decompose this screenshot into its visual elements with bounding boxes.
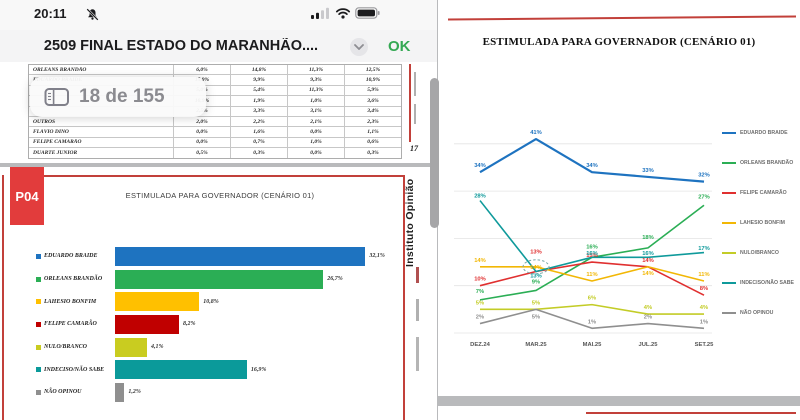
svg-text:5%: 5% <box>476 300 484 306</box>
svg-text:14%: 14% <box>642 258 654 264</box>
bar-chart-rows: EDUARDO BRAIDE 32,1% ORLEANS BRANDÃO 26,7% L… <box>30 245 430 404</box>
svg-text:MAI.25: MAI.25 <box>583 342 602 348</box>
line-chart-legend: EDUARDO BRAIDE ORLEANS BRANDÃO FELIPE CAMA… <box>722 118 794 328</box>
page-indicator-label: 18 de 155 <box>79 86 165 107</box>
bar-row: FELIPE CAMARÃO 8,2% <box>30 313 430 336</box>
legend-item: NULO/BRANCO <box>722 238 794 268</box>
page18-right-border <box>403 175 405 420</box>
page-top-red-rule <box>447 15 797 21</box>
legend-item: LAHESIO BONFIM <box>722 208 794 238</box>
page-indicator-pill: 18 de 155 <box>30 77 206 117</box>
svg-text:16%: 16% <box>642 251 654 257</box>
svg-text:MAR.25: MAR.25 <box>525 342 547 348</box>
svg-text:JUL.25: JUL.25 <box>638 342 658 348</box>
svg-text:2%: 2% <box>644 315 652 321</box>
page18-left-border <box>2 175 4 420</box>
svg-text:5%: 5% <box>532 314 540 320</box>
svg-text:16%: 16% <box>586 251 598 257</box>
svg-text:33%: 33% <box>642 168 654 174</box>
page17-red-rule <box>409 64 411 142</box>
svg-text:DEZ.24: DEZ.24 <box>470 342 490 348</box>
page18-top-border <box>44 175 403 177</box>
title-menu-button[interactable] <box>350 38 368 56</box>
bar-row: ORLEANS BRANDÃO 26,7% <box>30 268 430 291</box>
svg-text:1%: 1% <box>588 319 596 325</box>
svg-text:32%: 32% <box>698 173 710 179</box>
institute-logo-text: Instituto Opinião <box>404 178 416 267</box>
svg-text:16%: 16% <box>586 244 598 250</box>
svg-text:15%: 15% <box>586 253 598 259</box>
bar-row: LAHESIO BONFIM 10,8% <box>30 290 430 313</box>
battery-icon <box>355 7 380 19</box>
next-page-red-rule <box>586 412 796 414</box>
bar-chart-title: ESTIMULADA PARA GOVERNADOR (CENÁRIO 01) <box>125 191 315 200</box>
legend-item: NÃO OPINOU <box>722 298 794 328</box>
page-number: 17 <box>410 144 418 153</box>
svg-text:14%: 14% <box>474 258 486 264</box>
svg-text:28%: 28% <box>474 194 486 200</box>
svg-text:2%: 2% <box>476 315 484 321</box>
svg-text:4%: 4% <box>644 305 652 311</box>
pages-icon <box>44 88 69 106</box>
svg-text:13%: 13% <box>530 274 542 280</box>
bar-row: INDECISO/NÃO SABE 16,9% <box>30 358 430 381</box>
legend-item: ORLEANS BRANDÃO <box>722 148 794 178</box>
clock: 20:11 <box>34 6 67 21</box>
line-chart-svg: DEZ.24 MAR.25 MAI.25 JUL.25 SET.25 34% 41% 34% 3… <box>454 130 714 348</box>
svg-text:10%: 10% <box>474 277 486 283</box>
line-chart-title: ESTIMULADA PARA GOVERNADOR (CENÁRIO 01) <box>482 36 756 48</box>
svg-text:11%: 11% <box>586 272 597 278</box>
table-row: FELIPE CAMARÃO 0,0% 0,7% 1,0% 0,6% <box>29 136 401 148</box>
table-row: ORLEANS BRANDÃO 6,0% 14,8% 11,3% 12,5% <box>29 65 401 75</box>
svg-text:7%: 7% <box>476 289 484 295</box>
report-page-bar-chart: P04 ESTIMULADA PARA GOVERNADOR (CENÁRIO … <box>0 167 437 420</box>
legend-item: FELIPE CAMARÃO <box>722 178 794 208</box>
margin-microtext <box>414 104 416 124</box>
svg-text:13%: 13% <box>530 250 542 256</box>
svg-text:1%: 1% <box>700 319 708 325</box>
svg-text:9%: 9% <box>532 279 540 285</box>
margin-microtext <box>416 299 419 321</box>
cellular-signal-icon <box>311 7 329 19</box>
table-row: DUARTE JUNIOR 0,5% 0,3% 0,0% 0,3% <box>29 147 401 158</box>
svg-text:8%: 8% <box>700 286 708 292</box>
svg-text:17%: 17% <box>698 246 710 252</box>
margin-microtext <box>414 72 416 96</box>
svg-text:18%: 18% <box>642 235 654 241</box>
table-row: OUTROS 2,0% 2,2% 2,1% 2,3% <box>29 115 401 127</box>
svg-text:41%: 41% <box>530 130 542 136</box>
bar-row: NULO/BRANCO 4,1% <box>30 336 430 359</box>
svg-text:34%: 34% <box>586 163 598 169</box>
bar-row: EDUARDO BRAIDE 32,1% <box>30 245 430 268</box>
svg-text:5%: 5% <box>532 300 540 306</box>
svg-text:14%: 14% <box>642 271 654 277</box>
legend-item: EDUARDO BRAIDE <box>722 118 794 148</box>
ok-button[interactable]: OK <box>388 38 411 55</box>
legend-item: INDECISO/NÃO SABE <box>722 268 794 298</box>
svg-text:SET.25: SET.25 <box>695 342 714 348</box>
document-title: 2509 FINAL ESTADO DO MARANHÃO.... <box>43 38 319 54</box>
margin-microtext <box>416 267 419 283</box>
bar-row: NÃO OPINOU 1,2% <box>30 381 430 404</box>
mute-bell-icon <box>86 8 99 21</box>
wifi-icon <box>335 8 351 19</box>
question-code-badge: P04 <box>10 167 44 225</box>
svg-text:27%: 27% <box>698 194 710 200</box>
svg-text:11%: 11% <box>698 272 709 278</box>
margin-microtext <box>416 337 419 371</box>
svg-text:6%: 6% <box>588 296 596 302</box>
svg-text:34%: 34% <box>474 163 486 169</box>
chevron-down-icon <box>354 44 364 50</box>
viewer-scrollbar[interactable] <box>430 78 439 228</box>
table-row: FLÁVIO DINO 0,0% 1,6% 0,0% 1,1% <box>29 126 401 137</box>
svg-text:14%: 14% <box>530 265 542 271</box>
svg-text:4%: 4% <box>700 305 708 311</box>
next-page-sliver <box>438 406 800 420</box>
report-page-line-chart: ESTIMULADA PARA GOVERNADOR (CENÁRIO 01) … <box>438 0 800 396</box>
